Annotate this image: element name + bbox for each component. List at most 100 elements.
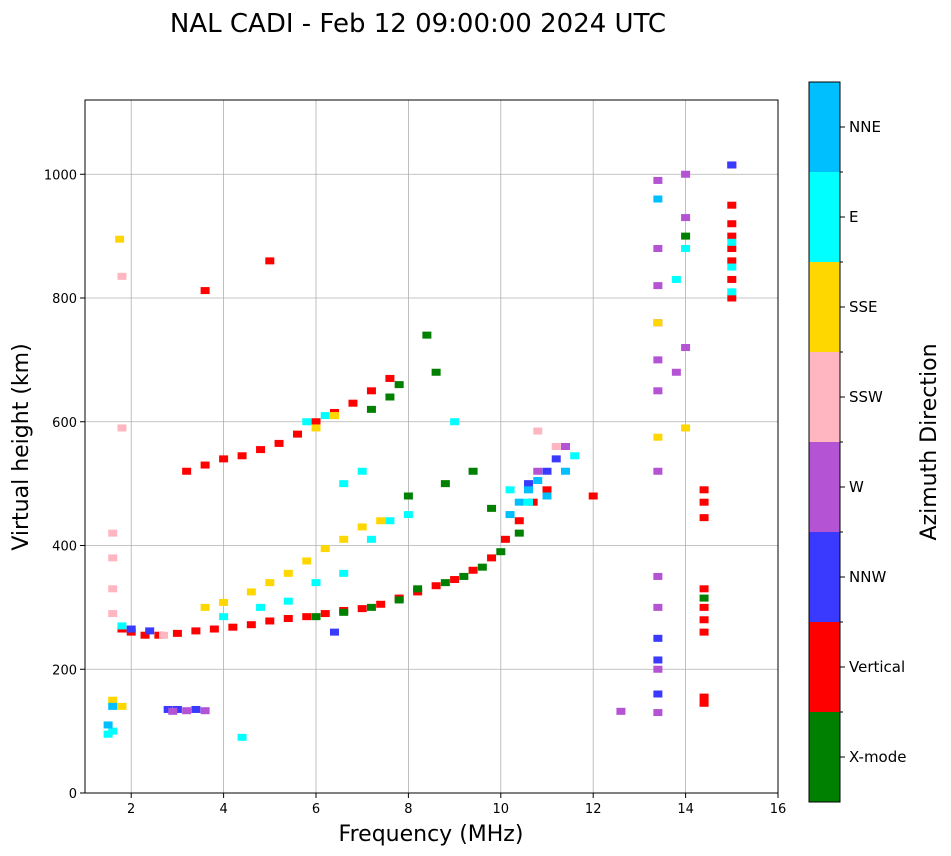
data-point [727,238,737,246]
data-point [533,477,543,485]
data-point [477,563,487,571]
data-point [524,498,534,506]
data-point [681,344,691,351]
plot-frame [84,99,779,794]
data-point [653,572,663,580]
data-point [200,707,210,715]
data-point [108,727,118,735]
data-point [237,733,247,741]
data-point [394,596,404,604]
data-point [320,412,330,420]
data-point [311,579,321,587]
data-point [274,439,284,447]
series-sse [108,235,691,710]
data-point [108,554,118,562]
data-point [681,245,691,252]
data-point [237,452,247,460]
data-point [385,517,395,525]
data-point [403,511,413,519]
data-point [200,461,210,469]
data-point [514,529,524,537]
data-point [514,517,524,525]
data-point [727,201,737,209]
data-point [302,418,312,426]
colorbar-swatch-ssw [809,352,840,442]
data-point [727,294,737,302]
y-tick-label: 400 [52,540,77,555]
data-point [699,616,709,624]
series-x-mode [311,232,709,621]
data-point [542,467,552,475]
data-point [117,622,127,630]
colorbar-swatch-e [809,172,840,262]
colorbar-frame [808,81,841,803]
y-tick-label: 1000 [44,168,77,183]
data-point [542,492,552,500]
colorbar-tick-label: NNE [849,118,881,136]
data-point [329,628,339,636]
data-point [653,176,663,184]
data-point [653,656,663,664]
x-tick-label: 10 [493,802,510,817]
data-point [588,492,598,500]
data-point [560,467,570,475]
data-point [431,368,441,376]
grid-lines [85,100,779,794]
data-point [653,433,663,441]
data-point [727,232,737,240]
data-point [320,610,330,618]
data-point [570,452,580,460]
data-point [168,707,178,715]
chart-title: NAL CADI - Feb 12 09:00:00 2024 UTC [170,9,666,39]
data-point [366,387,376,395]
series-nne [103,195,663,729]
colorbar-tick-label: Vertical [849,658,905,676]
data-point [681,232,691,240]
data-point [727,288,737,296]
data-point [108,696,118,704]
x-tick-label: 16 [770,802,787,817]
data-point [403,492,413,500]
data-point [653,387,663,395]
data-point [524,480,534,488]
data-point [103,730,113,738]
data-point [727,220,737,228]
data-point [219,613,229,621]
colorbar: X-mode Vertical NNW W SSW SSE E NNE [808,81,906,803]
data-point [505,511,515,519]
x-tick-label: 14 [677,802,694,817]
data-point [653,356,663,364]
data-point [108,610,118,618]
data-point [699,585,709,593]
data-point [376,517,386,525]
data-point [514,498,524,506]
y-tick-label: 0 [69,787,77,802]
data-point [487,504,497,512]
data-point [209,625,219,633]
data-point [265,257,275,265]
data-point [140,631,150,639]
x-tick-label: 6 [312,802,320,817]
data-point [560,443,570,450]
data-point [653,195,663,203]
data-point [450,418,460,426]
data-point [348,399,358,407]
data-point [394,381,404,389]
data-point [366,405,376,413]
data-point [311,424,321,432]
colorbar-swatch-sse [809,262,840,352]
data-point [681,424,691,432]
data-point [616,707,626,715]
data-point [366,603,376,611]
data-point [459,572,469,580]
data-point [450,576,460,584]
data-point [440,480,450,488]
data-point [528,498,538,506]
data-point [117,702,127,710]
data-point [431,582,441,590]
data-point [727,263,737,271]
data-point [117,272,127,280]
data-point [265,617,275,625]
data-point [228,623,238,631]
